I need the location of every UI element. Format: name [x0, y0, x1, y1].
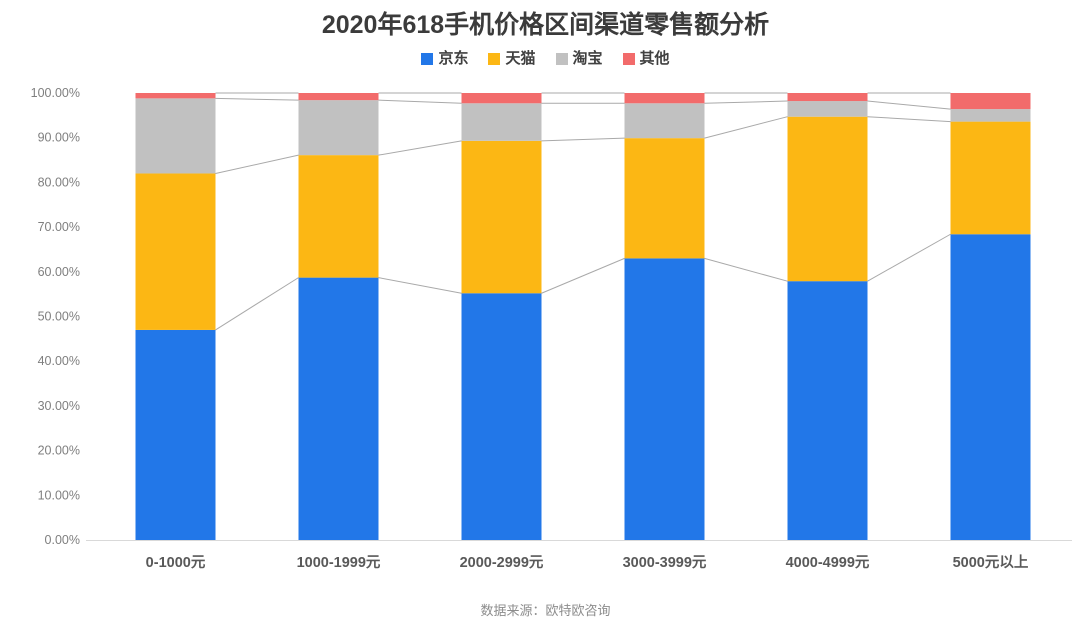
- bar-segment-京东: [135, 329, 216, 540]
- bar-segment-淘宝: [135, 98, 216, 174]
- legend-item: 淘宝: [555, 50, 603, 67]
- bar-segment-天猫: [624, 138, 705, 259]
- bar-segment-其他: [624, 93, 705, 104]
- x-axis-category-label: 5000元以上: [953, 554, 1029, 571]
- x-axis-category-label: 4000-4999元: [786, 554, 870, 571]
- bar-segment-淘宝: [461, 103, 542, 141]
- y-axis-tick-label: 10.00%: [38, 488, 80, 502]
- legend-swatch-icon: [622, 52, 635, 65]
- bar-segment-其他: [298, 93, 379, 101]
- legend-swatch-icon: [488, 52, 501, 65]
- series-connector-line: [704, 257, 788, 282]
- bar-segment-京东: [950, 234, 1031, 540]
- bar-segment-其他: [787, 93, 868, 102]
- bar-segment-淘宝: [624, 103, 705, 139]
- x-axis-category-label: 2000-2999元: [460, 554, 544, 571]
- y-axis-tick-label: 100.00%: [31, 86, 80, 100]
- series-connector-line: [378, 99, 462, 104]
- y-axis-tick-label: 60.00%: [38, 265, 80, 279]
- series-connector-line: [215, 154, 299, 174]
- x-axis-category-label: 0-1000元: [146, 554, 206, 571]
- legend-label: 京东: [438, 50, 469, 67]
- bar-segment-京东: [787, 281, 868, 540]
- legend-item: 天猫: [488, 50, 536, 67]
- series-connector-line: [378, 140, 462, 156]
- x-axis-category-label: 3000-3999元: [623, 554, 707, 571]
- series-connector-line: [867, 233, 951, 282]
- legend-label: 天猫: [505, 50, 536, 67]
- y-axis-tick-label: 50.00%: [38, 310, 80, 324]
- series-connector-line: [867, 100, 951, 110]
- x-axis-category-label: 1000-1999元: [297, 554, 381, 571]
- bar-segment-天猫: [298, 155, 379, 278]
- bar-segment-其他: [135, 93, 216, 99]
- bar-segment-其他: [950, 93, 1031, 110]
- legend-label: 其他: [639, 50, 670, 67]
- series-connector-line: [704, 116, 788, 139]
- legend-item: 京东: [421, 51, 468, 66]
- bar-segment-淘宝: [950, 109, 1031, 122]
- legend-item: 其他: [622, 50, 670, 67]
- data-source-note: 数据来源：欧特欧咨询: [480, 603, 611, 618]
- bar-segment-淘宝: [787, 101, 868, 117]
- bar-segment-天猫: [787, 116, 868, 282]
- y-axis-tick-label: 80.00%: [38, 175, 80, 189]
- series-connector-line: [215, 97, 299, 101]
- y-axis-tick-label: 40.00%: [38, 354, 80, 368]
- bar-segment-京东: [298, 277, 379, 540]
- y-axis-tick-label: 90.00%: [38, 131, 80, 145]
- series-connector-line: [867, 116, 951, 123]
- bar-segment-天猫: [461, 140, 542, 294]
- y-axis-tick-label: 30.00%: [38, 399, 80, 413]
- series-connector-line: [378, 277, 462, 294]
- bar-segment-其他: [461, 93, 542, 104]
- y-axis-tick-label: 20.00%: [38, 444, 80, 458]
- series-connector-line: [215, 277, 299, 331]
- chart-title: 2020年618手机价格区间渠道零售额分析: [321, 11, 770, 39]
- bar-segment-天猫: [135, 173, 216, 330]
- bar-segment-京东: [461, 293, 542, 540]
- series-connector-line: [541, 137, 625, 142]
- series-connector-line: [541, 257, 625, 294]
- bar-segment-天猫: [950, 121, 1031, 235]
- y-axis-tick-label: 0.00%: [45, 533, 80, 547]
- legend-swatch-icon: [555, 52, 568, 65]
- y-axis-tick-label: 70.00%: [38, 220, 80, 234]
- legend-swatch-icon: [421, 52, 434, 65]
- series-connector-line: [704, 100, 788, 104]
- legend-label: 淘宝: [572, 50, 603, 67]
- bar-segment-淘宝: [298, 100, 379, 156]
- legend: 京东 天猫 淘宝 其他: [0, 51, 1091, 66]
- bar-segment-京东: [624, 258, 705, 540]
